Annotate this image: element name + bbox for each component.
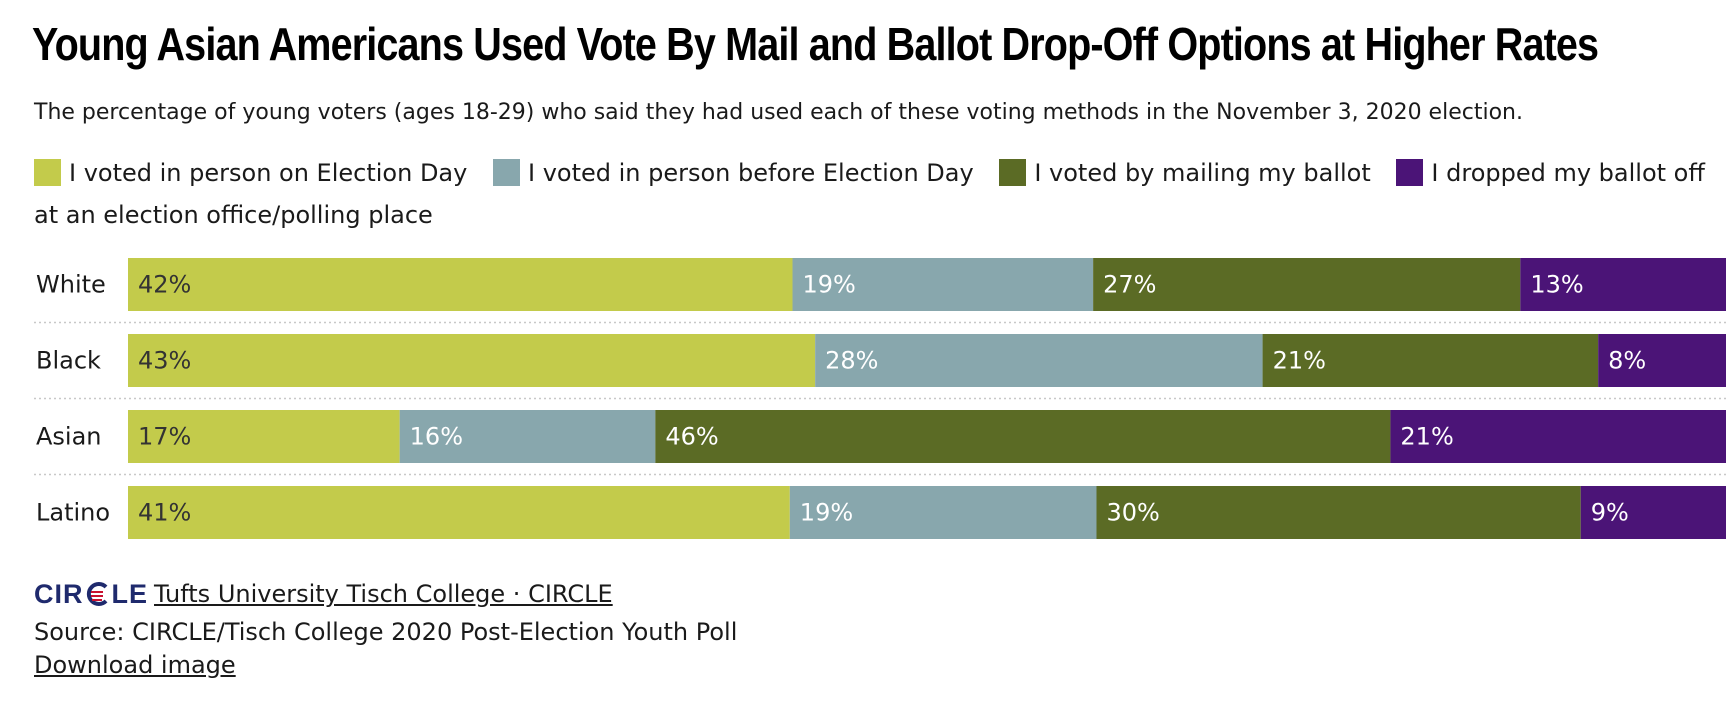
bar-segment (128, 258, 793, 311)
legend: I voted in person on Election Day I vote… (34, 152, 1714, 236)
bar-segment (655, 410, 1391, 463)
bar-segment (128, 334, 816, 387)
legend-swatch (1396, 159, 1424, 186)
legend-swatch (34, 159, 61, 186)
category-label: White (36, 271, 106, 299)
category-label: Black (36, 347, 101, 375)
legend-label: I voted in person on Election Day (69, 159, 468, 187)
bar-segment (1598, 334, 1726, 387)
bar-segment (1580, 486, 1726, 539)
legend-label: I voted in person before Election Day (527, 159, 974, 187)
bar-segment (1390, 410, 1726, 463)
download-image-link[interactable]: Download image (34, 651, 236, 679)
legend-item-election-day: I voted in person on Election Day (34, 159, 475, 187)
brand-link[interactable]: Tufts University Tisch College · CIRCLE (154, 580, 613, 608)
legend-item-early-in-person: I voted in person before Election Day (492, 159, 981, 187)
data-label: 46% (665, 423, 718, 451)
data-label: 21% (1400, 423, 1453, 451)
logo-text-right: LE (111, 578, 149, 609)
chart-title: Young Asian Americans Used Vote By Mail … (32, 18, 1599, 70)
legend-label: I dropped my ballot off at an election o… (34, 159, 1705, 229)
category-label: Latino (36, 499, 110, 527)
data-label: 8% (1608, 347, 1646, 375)
data-label: 9% (1591, 499, 1629, 527)
bar-segment (789, 486, 1097, 539)
data-label: 21% (1273, 347, 1326, 375)
stacked-bar-chart: White 42% 19% 27% 13% Black 43% 28% 21% 8% Asian 17… (34, 258, 1726, 539)
data-label: 42% (138, 271, 191, 299)
bar-segment (1096, 486, 1581, 539)
bar-segment (1262, 334, 1599, 387)
data-label: 17% (138, 423, 191, 451)
legend-item-drop-off: I dropped my ballot off at an election o… (34, 159, 1705, 229)
bar-segment (1093, 258, 1521, 311)
logo-text-left: CIR (34, 578, 84, 609)
bar-segment (128, 486, 790, 539)
footer: CIR LE Tufts University Tisch College · … (34, 574, 737, 680)
legend-item-mail: I voted by mailing my ballot (999, 159, 1378, 187)
data-label: 43% (138, 347, 191, 375)
bar-segment (128, 410, 400, 463)
data-label: 27% (1103, 271, 1156, 299)
data-label: 41% (138, 499, 191, 527)
bar-segment (399, 410, 656, 463)
data-label: 19% (803, 271, 856, 299)
data-label: 16% (410, 423, 463, 451)
chart-subtitle: The percentage of young voters (ages 18-… (34, 100, 1523, 125)
brand-row: CIR LE Tufts University Tisch College · … (34, 574, 737, 614)
source-note: Source: CIRCLE/Tisch College 2020 Post-E… (34, 618, 738, 646)
bar-segment (792, 258, 1094, 311)
legend-label: I voted by mailing my ballot (1034, 159, 1371, 187)
circle-logo: CIR LE (34, 579, 148, 610)
bar-segment (815, 334, 1263, 387)
legend-swatch (999, 159, 1027, 186)
legend-swatch (492, 159, 520, 186)
data-label: 30% (1106, 499, 1159, 527)
data-label: 19% (800, 499, 853, 527)
bar-segment (1520, 258, 1726, 311)
data-label: 28% (825, 347, 878, 375)
category-label: Asian (36, 423, 102, 451)
data-label: 13% (1530, 271, 1583, 299)
flag-c-icon (86, 582, 107, 606)
